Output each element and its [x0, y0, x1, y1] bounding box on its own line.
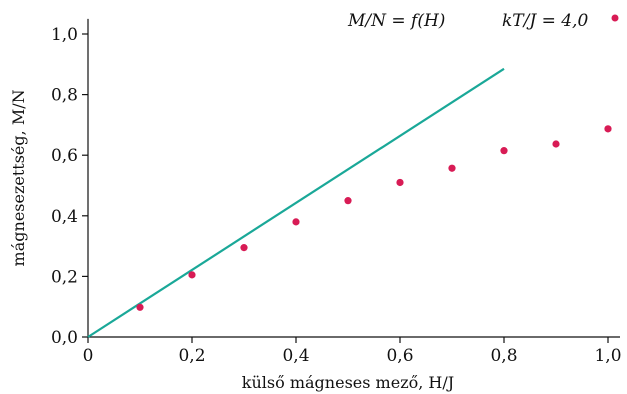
x-tick-label: 0,8	[490, 346, 517, 366]
y-tick-label: 1,0	[51, 25, 78, 45]
scatter-point	[500, 147, 508, 155]
y-axis-title: mágnesezettség, M/N	[9, 89, 28, 266]
scatter-point	[292, 218, 300, 226]
axes	[87, 18, 620, 338]
scatter-point	[448, 164, 456, 172]
scatter-point	[396, 178, 404, 187]
x-tick-label: 1,0	[594, 346, 621, 366]
y-tick-label: 0,8	[51, 86, 78, 106]
x-tick-label: 0	[83, 346, 94, 366]
x-tick-label: 0,4	[282, 346, 309, 366]
series-line	[87, 67, 505, 338]
scatter-series	[136, 125, 612, 311]
y-ticks: 0,0 0,2 0,4 0,6 0,8 1,0	[51, 25, 88, 348]
scatter-point	[136, 303, 144, 311]
x-axis-title: külső mágneses mező, H/J	[242, 373, 454, 392]
legend-scatter-marker	[611, 14, 619, 22]
x-tick-label: 0,2	[178, 346, 205, 366]
legend-line-label: M/N = f(H)	[347, 11, 445, 31]
x-tick-label: 0,6	[386, 346, 413, 366]
scatter-point	[552, 140, 560, 148]
legend-scatter-label: kT/J = 4,0	[502, 11, 588, 31]
y-tick-label: 0,6	[51, 146, 78, 166]
scatter-point	[240, 244, 248, 252]
scatter-point	[604, 125, 612, 133]
x-ticks: 0 0,2 0,4 0,6 0,8 1,0	[83, 337, 622, 366]
y-tick-label: 0,0	[51, 328, 78, 348]
y-tick-label: 0,2	[51, 267, 78, 287]
legend: M/N = f(H) kT/J = 4,0	[347, 11, 619, 31]
scatter-point	[344, 197, 352, 205]
y-tick-label: 0,4	[51, 207, 78, 227]
scatter-point	[188, 271, 196, 279]
line-series	[87, 67, 505, 338]
